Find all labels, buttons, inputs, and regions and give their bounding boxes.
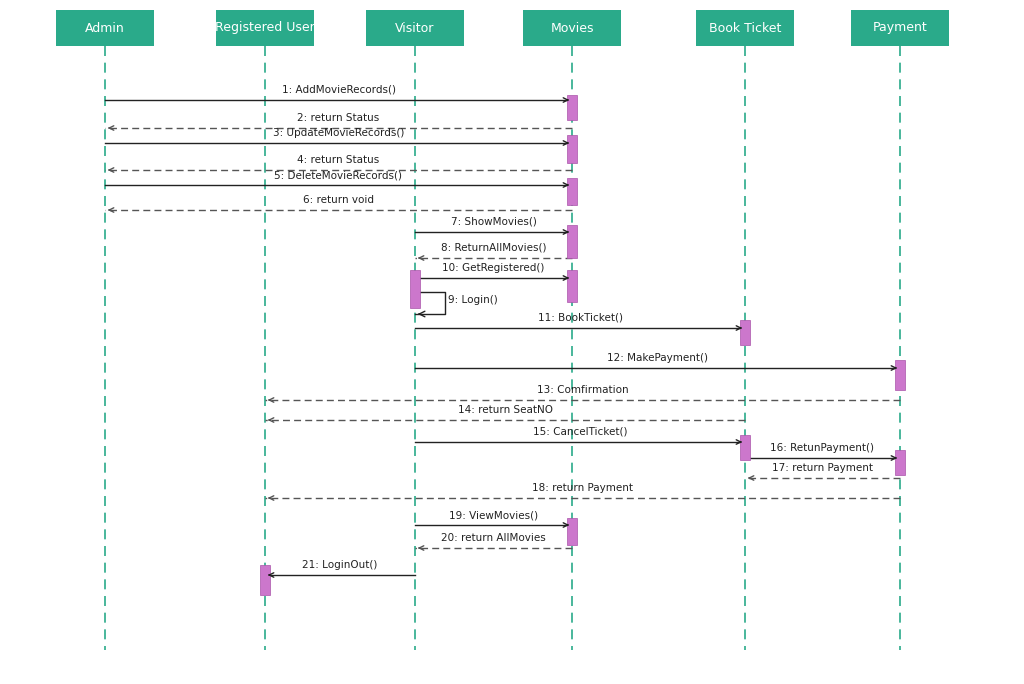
- Text: 18: return Payment: 18: return Payment: [532, 483, 633, 493]
- Bar: [366, 10, 464, 46]
- Bar: [567, 518, 577, 545]
- Text: Visitor: Visitor: [395, 21, 434, 34]
- Text: 8: ReturnAllMovies(): 8: ReturnAllMovies(): [440, 243, 546, 253]
- Text: Book Ticket: Book Ticket: [709, 21, 781, 34]
- Bar: [740, 435, 750, 460]
- Bar: [895, 360, 905, 390]
- Text: 1: AddMovieRecords(): 1: AddMovieRecords(): [282, 85, 395, 95]
- Text: 20: return AllMovies: 20: return AllMovies: [441, 533, 546, 543]
- Text: 17: return Payment: 17: return Payment: [772, 463, 873, 473]
- Text: 6: return void: 6: return void: [303, 195, 374, 205]
- Bar: [851, 10, 949, 46]
- Bar: [410, 270, 420, 308]
- Text: 3: UpdateMovieRecords(): 3: UpdateMovieRecords(): [272, 128, 404, 138]
- Text: 19: ViewMovies(): 19: ViewMovies(): [449, 510, 538, 520]
- Text: 15: CancelTicket(): 15: CancelTicket(): [532, 427, 628, 437]
- Text: 14: return SeatNO: 14: return SeatNO: [458, 405, 553, 415]
- Bar: [567, 225, 577, 258]
- Bar: [567, 135, 577, 163]
- Text: 10: GetRegistered(): 10: GetRegistered(): [442, 263, 545, 273]
- Bar: [567, 95, 577, 120]
- Bar: [567, 270, 577, 302]
- Bar: [216, 10, 314, 46]
- Text: 21: LoginOut(): 21: LoginOut(): [302, 560, 378, 570]
- Text: 13: Comfirmation: 13: Comfirmation: [537, 385, 629, 395]
- Text: Movies: Movies: [550, 21, 594, 34]
- Text: 9: Login(): 9: Login(): [449, 295, 498, 305]
- Bar: [740, 320, 750, 345]
- Bar: [567, 178, 577, 205]
- Text: 7: ShowMovies(): 7: ShowMovies(): [451, 217, 537, 227]
- Bar: [56, 10, 154, 46]
- Text: Payment: Payment: [872, 21, 928, 34]
- Text: 16: RetunPayment(): 16: RetunPayment(): [770, 443, 874, 453]
- Text: 5: DeleteMovieRecords(): 5: DeleteMovieRecords(): [274, 170, 402, 180]
- Text: 11: BookTicket(): 11: BookTicket(): [538, 313, 623, 323]
- Text: 2: return Status: 2: return Status: [297, 113, 380, 123]
- Bar: [895, 450, 905, 475]
- Text: 4: return Status: 4: return Status: [297, 155, 380, 165]
- Text: 12: MakePayment(): 12: MakePayment(): [607, 353, 708, 363]
- Bar: [523, 10, 621, 46]
- Bar: [260, 565, 270, 595]
- Text: Admin: Admin: [85, 21, 125, 34]
- Bar: [696, 10, 794, 46]
- Text: Registered User: Registered User: [215, 21, 314, 34]
